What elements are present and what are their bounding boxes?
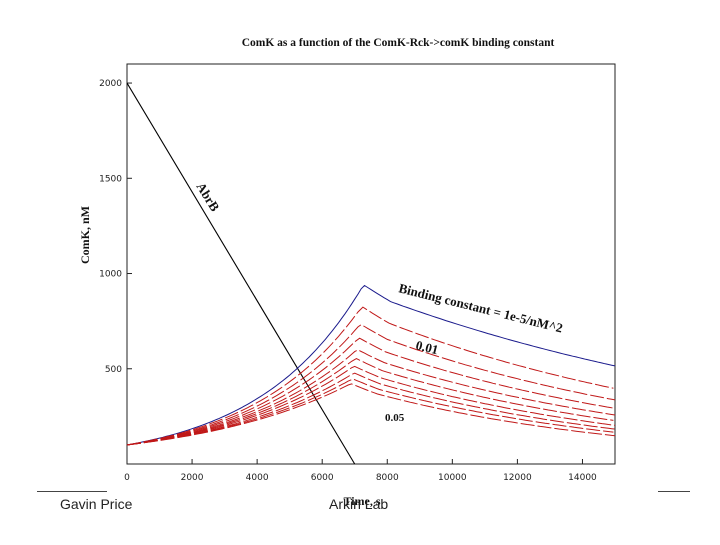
y-tick-label: 1000 (99, 270, 122, 280)
footer-left-text: Gavin Price (60, 496, 133, 512)
series-line-red-6 (126, 365, 616, 446)
series-layer (126, 82, 616, 465)
series-line-red-4 (126, 349, 616, 446)
series-line-abrb (126, 82, 356, 465)
series-line-red-1 (126, 306, 614, 446)
annotation-0-01: 0.01 (414, 337, 440, 357)
series-line-red-3 (126, 337, 614, 446)
x-tick-label: 10000 (438, 473, 467, 483)
series-line-red-7 (126, 372, 616, 446)
x-tick-label: 8000 (376, 473, 399, 483)
y-tick-label: 500 (105, 365, 122, 375)
x-axis-ticks: 0 2000 4000 6000 8000 10000 12000 14000 (124, 459, 597, 483)
series-line-red-2 (126, 324, 616, 446)
series-line-red-8 (126, 378, 614, 446)
annotation-binding-constant: Binding constant = 1e-5/nM^2 (397, 280, 564, 335)
y-axis-label: ComK, nM (78, 206, 92, 264)
x-tick-label: 12000 (503, 473, 532, 483)
chart-title: ComK as a function of the ComK-Rck->comK… (242, 37, 555, 49)
footer-rule-left (37, 491, 107, 492)
x-tick-label: 2000 (181, 473, 204, 483)
x-tick-label: 0 (124, 473, 130, 483)
x-tick-label: 14000 (568, 473, 597, 483)
footer-rule-right (658, 491, 690, 492)
annotation-abrb: AbrB (193, 180, 222, 215)
x-tick-label: 6000 (311, 473, 334, 483)
footer-center-text: Arkin Lab (329, 496, 389, 512)
x-axis-label: Time, s (343, 494, 380, 508)
y-tick-label: 1500 (99, 174, 122, 184)
series-line-red-5 (126, 358, 614, 446)
plot-frame (126, 63, 616, 465)
series-line-binding-1e-5 (126, 284, 616, 446)
x-tick-label: 4000 (246, 473, 269, 483)
series-line-red-9 (126, 383, 616, 446)
y-tick-label: 2000 (99, 79, 122, 89)
y-axis-ticks: 500 1000 1500 2000 (99, 79, 132, 375)
annotation-0-05: 0.05 (385, 412, 405, 424)
